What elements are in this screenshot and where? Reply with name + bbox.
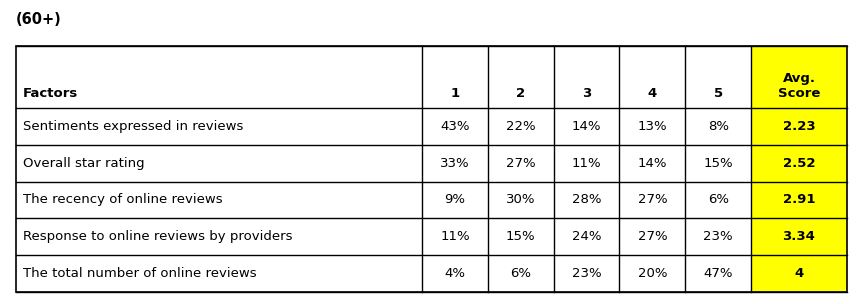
Text: The total number of online reviews: The total number of online reviews <box>23 267 256 280</box>
Text: 2.91: 2.91 <box>783 193 815 206</box>
Text: 1: 1 <box>450 88 460 101</box>
Text: The recency of online reviews: The recency of online reviews <box>23 193 223 206</box>
Text: 23%: 23% <box>703 230 733 243</box>
Text: 15%: 15% <box>506 230 535 243</box>
Text: (60+): (60+) <box>16 12 61 27</box>
Text: 2.52: 2.52 <box>783 157 815 170</box>
Text: Sentiments expressed in reviews: Sentiments expressed in reviews <box>23 120 242 133</box>
Text: 15%: 15% <box>703 157 733 170</box>
Text: 2.23: 2.23 <box>783 120 815 133</box>
Text: 22%: 22% <box>506 120 535 133</box>
Text: 3: 3 <box>582 88 591 101</box>
Text: Overall star rating: Overall star rating <box>23 157 144 170</box>
Text: 2: 2 <box>516 88 526 101</box>
Text: 6%: 6% <box>510 267 532 280</box>
Text: 24%: 24% <box>572 230 601 243</box>
Text: 14%: 14% <box>572 120 601 133</box>
Text: 11%: 11% <box>572 157 601 170</box>
Text: 4: 4 <box>794 267 804 280</box>
Text: 3.34: 3.34 <box>783 230 816 243</box>
Text: 13%: 13% <box>637 120 667 133</box>
Text: 28%: 28% <box>572 193 601 206</box>
Text: 14%: 14% <box>637 157 667 170</box>
Text: 8%: 8% <box>708 120 728 133</box>
Text: Avg.
Score: Avg. Score <box>778 72 820 101</box>
Text: 4%: 4% <box>444 267 466 280</box>
Text: 5: 5 <box>714 88 723 101</box>
Text: 9%: 9% <box>444 193 466 206</box>
Text: 23%: 23% <box>572 267 601 280</box>
Text: 47%: 47% <box>703 267 733 280</box>
Text: 33%: 33% <box>440 157 470 170</box>
Text: 27%: 27% <box>506 157 535 170</box>
Text: 4: 4 <box>648 88 657 101</box>
Text: 20%: 20% <box>637 267 667 280</box>
Text: 43%: 43% <box>440 120 469 133</box>
Text: 27%: 27% <box>637 193 667 206</box>
Text: Response to online reviews by providers: Response to online reviews by providers <box>23 230 292 243</box>
Text: 6%: 6% <box>708 193 728 206</box>
Text: 11%: 11% <box>440 230 470 243</box>
Text: 27%: 27% <box>637 230 667 243</box>
Text: Factors: Factors <box>23 88 78 101</box>
Text: 30%: 30% <box>506 193 535 206</box>
